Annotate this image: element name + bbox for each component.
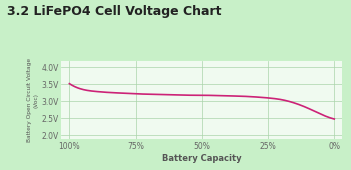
- X-axis label: Battery Capacity: Battery Capacity: [162, 154, 241, 163]
- Y-axis label: Battery Open Circuit Voltage
(Voc): Battery Open Circuit Voltage (Voc): [27, 58, 39, 142]
- Text: 3.2 LiFePO4 Cell Voltage Chart: 3.2 LiFePO4 Cell Voltage Chart: [7, 5, 221, 18]
